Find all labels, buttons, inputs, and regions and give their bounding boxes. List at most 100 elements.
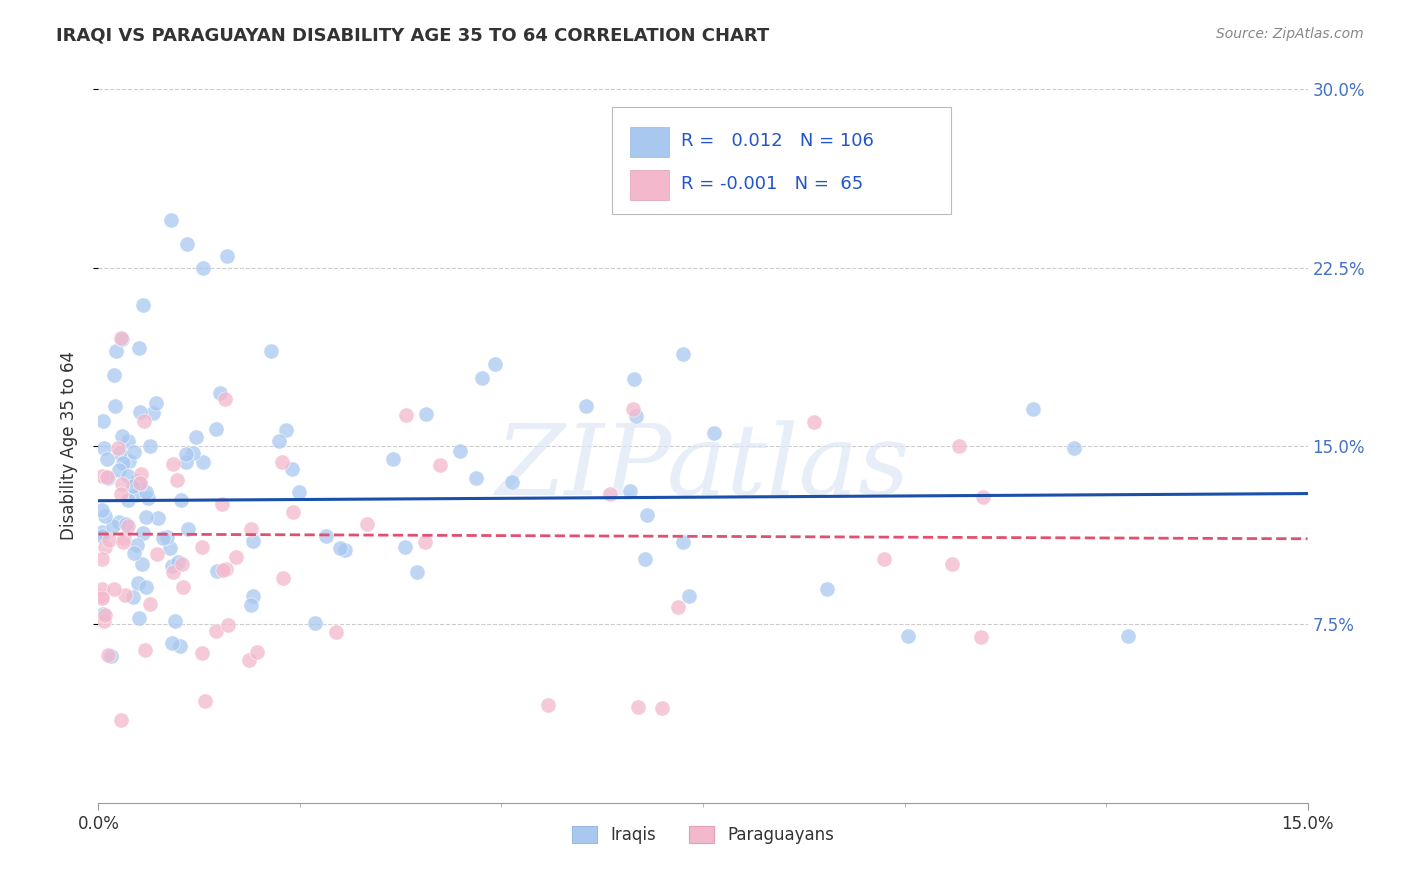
Point: [501, 475, 523, 490]
Point: [394, 540, 416, 554]
Point: [122, 590, 145, 604]
Point: [678, 589, 700, 603]
Point: [132, 525, 155, 540]
Point: [97, 648, 120, 662]
Point: [193, 455, 215, 469]
Point: [110, 331, 132, 345]
Point: [103, 519, 125, 533]
Point: [621, 402, 644, 417]
Point: [117, 469, 139, 483]
Point: [619, 484, 641, 499]
Point: [288, 485, 311, 500]
Point: [93, 509, 115, 524]
Point: [107, 441, 129, 455]
Point: [972, 490, 994, 504]
Point: [325, 625, 347, 640]
Point: [575, 400, 598, 414]
Point: [413, 535, 436, 549]
Point: [465, 471, 488, 485]
Point: [93, 608, 115, 623]
Point: [100, 649, 122, 664]
Point: [242, 533, 264, 548]
Point: [238, 653, 260, 667]
Point: [449, 444, 471, 458]
Point: [112, 531, 135, 545]
Point: [136, 491, 159, 506]
Point: [429, 458, 451, 473]
Point: [110, 477, 132, 491]
Point: [405, 565, 427, 579]
Point: [941, 557, 963, 571]
Point: [634, 552, 657, 566]
Point: [91, 591, 114, 605]
Point: [970, 630, 993, 644]
Point: [395, 409, 418, 423]
Point: [134, 642, 156, 657]
Point: [170, 557, 193, 571]
Point: [127, 538, 149, 552]
Point: [91, 529, 114, 543]
Point: [246, 645, 269, 659]
Point: [160, 558, 183, 573]
Point: [159, 541, 181, 555]
Point: [269, 434, 291, 449]
Point: [803, 415, 825, 429]
Point: [135, 484, 157, 499]
Point: [240, 598, 263, 612]
Point: [117, 434, 139, 448]
Point: [145, 547, 167, 561]
Point: [160, 213, 183, 227]
Point: [181, 446, 204, 460]
Point: [623, 372, 645, 386]
Point: [94, 540, 117, 554]
Point: [872, 552, 894, 566]
Point: [135, 510, 157, 524]
Point: [103, 582, 125, 596]
Point: [897, 629, 920, 643]
Point: [93, 441, 115, 455]
Point: [128, 405, 150, 419]
Point: [162, 458, 184, 472]
Point: [91, 469, 114, 483]
Point: [122, 546, 145, 560]
Point: [205, 624, 228, 638]
Point: [170, 492, 193, 507]
Point: [131, 557, 153, 571]
Point: [129, 467, 152, 482]
Point: [108, 463, 131, 477]
Point: [193, 694, 215, 708]
Point: [91, 414, 114, 428]
Point: [214, 392, 236, 407]
Point: [191, 540, 214, 554]
Point: [193, 260, 215, 275]
Point: [537, 698, 560, 712]
Point: [184, 430, 207, 444]
Point: [97, 471, 120, 485]
Point: [135, 580, 157, 594]
Point: [128, 611, 150, 625]
Point: [96, 470, 118, 484]
Point: [624, 409, 647, 424]
Point: [672, 535, 695, 549]
Point: [111, 428, 134, 442]
Point: [115, 516, 138, 531]
Y-axis label: Disability Age 35 to 64: Disability Age 35 to 64: [59, 351, 77, 541]
Point: [103, 368, 125, 382]
Point: [211, 497, 233, 511]
Point: [152, 531, 174, 545]
Point: [138, 440, 160, 454]
Point: [217, 618, 239, 632]
Point: [356, 516, 378, 531]
Point: [271, 455, 294, 469]
Point: [111, 457, 134, 471]
Point: [111, 332, 134, 346]
Point: [146, 510, 169, 524]
Point: [471, 371, 494, 385]
FancyBboxPatch shape: [613, 107, 950, 214]
Point: [162, 565, 184, 579]
Point: [672, 347, 695, 361]
Point: [91, 524, 114, 539]
Point: [209, 386, 232, 401]
Point: [815, 582, 838, 596]
Point: [91, 552, 114, 566]
